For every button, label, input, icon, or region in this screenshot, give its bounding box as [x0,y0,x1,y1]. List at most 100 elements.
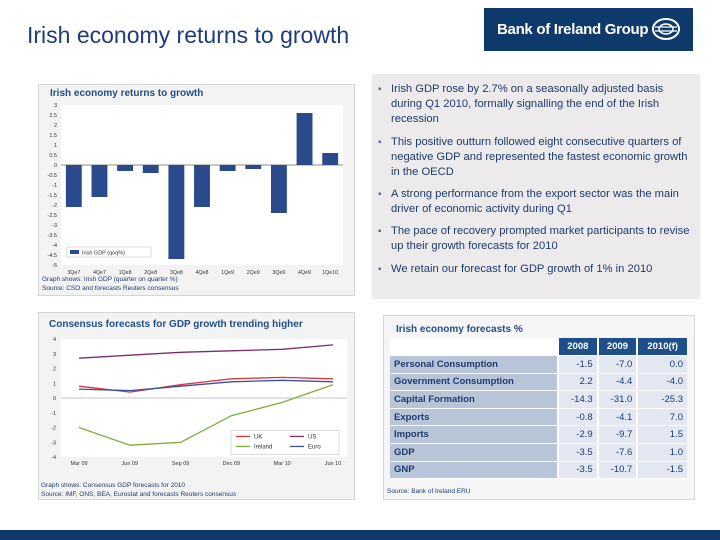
x-tick-label: Dec 09 [223,461,240,467]
x-tick-label: Jun 09 [122,461,139,467]
series-line-us [78,344,334,359]
cell: -1.5 [557,355,598,374]
line-chart-caption: Graph shows: Consensus GDP forecasts for… [41,481,236,499]
legend-label: US [308,434,316,440]
line-caption-line1: Graph shows: Consensus GDP forecasts for… [41,482,186,489]
y-tick-label: -1 [51,411,56,417]
consensus-line-chart: 4 3 2 1 0 -1 -2 -3 -4 Mar 09 Jun 09 Sep 09 Dec 09 Mar… [51,337,347,467]
col-header-2010f: 2010(f) [636,338,687,357]
series-line-ireland [78,384,334,446]
logo-mark-icon [652,18,680,40]
row-label: Exports [390,408,558,427]
y-tick-label: 0 [54,163,57,169]
series-line-euro [78,379,334,392]
row-label: Government Consumption [390,373,558,392]
x-tick-label: 2Qe8 [144,270,157,276]
y-tick-label: -1.5 [48,193,57,199]
bank-logo: Bank of Ireland Group [484,8,693,51]
cell: -0.8 [557,408,598,427]
bar-4Q07 [91,165,108,197]
cell: 1.5 [636,425,687,445]
forecast-table-title: Irish economy forecasts % [396,324,523,335]
series-line-uk [78,376,334,393]
y-tick-label: 2 [54,123,57,129]
y-tick-label: -2 [52,203,57,209]
x-tick-label: 1Qe9 [221,270,234,276]
cell: -7.6 [596,443,638,462]
x-tick-label: 1Qe8 [119,270,132,276]
table-row: Capital Formation -14.3 -31.0 -25.3 [390,390,687,409]
x-tick-label: 4Qe9 [298,270,311,276]
bar-chart-title: Irish economy returns to growth [50,88,204,99]
bullet-5: ▪ We retain our forecast for GDP growth o… [378,263,653,275]
cell: -4.0 [636,373,687,392]
y-tick-label: 0.5 [49,153,57,159]
legend-box [66,246,152,258]
y-tick-label: 1.5 [49,133,57,139]
cell: -3.5 [557,461,598,480]
row-label: Personal Consumption [390,355,558,374]
key-points: ▪ Irish GDP rose by 2.7% on a seasonally … [372,74,700,299]
legend-label: Irish GDP (qoq%) [82,251,125,257]
bullet-marker-icon: ▪ [378,137,382,148]
table-row: Personal Consumption -1.5 -7.0 0.0 [390,355,687,374]
bar-1Q08 [117,165,134,171]
table-row: GDP -3.5 -7.6 1.0 [390,443,687,462]
legend-label: Ireland [254,444,272,450]
bar-3Q07 [65,165,82,207]
bullet-marker-icon: ▪ [378,84,382,95]
bar-caption-line1: Graph shows: Irish GDP (quarter on quart… [42,276,178,283]
line-caption-line2: Source: IMF, ONS, BEA, Eurostat and fore… [41,491,237,498]
bullet-marker-icon: ▪ [378,264,382,275]
table-header-row: 2008 2009 2010(f) [390,338,687,357]
cell: 7.0 [636,408,687,427]
row-label: GDP [390,443,558,462]
bar-3Q08 [168,165,185,259]
forecast-table: 2008 2009 2010(f) Personal Consumption -1… [390,338,687,480]
table-corner [390,338,558,357]
y-tick-label: -4 [52,243,57,249]
footer-bar [0,530,720,540]
legend-box [230,430,340,455]
table-row: Imports -2.9 -9.7 1.5 [390,425,687,445]
cell: 2.2 [557,373,598,392]
y-tick-label: -0.5 [48,173,57,179]
cell: -4.1 [596,408,638,427]
cell: -1.5 [636,461,687,480]
x-tick-label: 1Qe10 [322,270,338,276]
row-label: Imports [390,425,558,445]
y-tick-label: -3 [52,223,57,229]
cell: -31.0 [596,390,638,409]
table-row: Exports -0.8 -4.1 7.0 [390,408,687,427]
y-tick-label: -4 [51,455,56,461]
bar-3Q09 [270,165,287,213]
cell: 1.0 [636,443,687,462]
y-tick-label: -3.5 [48,233,57,239]
bar-chart-caption: Graph shows: Irish GDP (quarter on quart… [42,275,179,293]
y-tick-label: -5 [52,263,57,269]
bar-1Q10 [322,153,339,165]
x-tick-label: 3Qe7 [67,270,80,276]
y-tick-label: -4.5 [48,253,57,259]
y-tick-label: 3 [54,103,57,109]
x-tick-label: Jun 10 [325,461,342,467]
x-tick-label: Mar 09 [70,461,87,467]
row-label: GNP [390,461,558,480]
bar-caption-line2: Source: CSO and forecasts Reuters consen… [42,285,179,292]
consensus-line-chart-panel: Consensus forecasts for GDP growth trend… [38,312,355,500]
table-row: Government Consumption 2.2 -4.4 -4.0 [390,373,687,392]
bar-2Q09 [245,165,262,169]
x-tick-label: Sep 09 [172,461,189,467]
col-header-2008: 2008 [557,338,598,357]
y-tick-label: -3 [51,440,56,446]
x-tick-label: 3Qe8 [170,270,183,276]
x-tick-label: 4Qe7 [93,270,106,276]
table-row: GNP -3.5 -10.7 -1.5 [390,461,687,480]
legend-label: UK [254,434,262,440]
cell: -3.5 [557,443,598,462]
y-tick-label: 1 [53,381,56,387]
bullet-3: ▪ A strong performance from the export se… [378,188,679,215]
bar-1Q09 [219,165,236,171]
slide-title: Irish economy returns to growth [27,22,350,48]
x-tick-label: 4Qe8 [196,270,209,276]
